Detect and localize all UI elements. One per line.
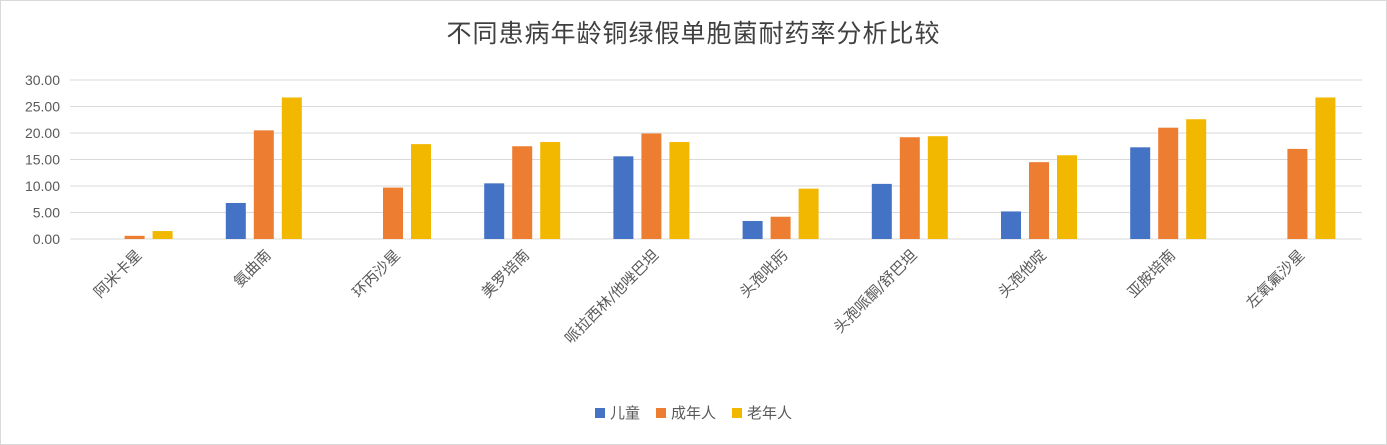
- bar: [225, 202, 246, 239]
- x-tick-label: 头孢吡肟: [736, 246, 791, 301]
- x-tick-label: 环丙沙星: [349, 246, 404, 301]
- bar: [1001, 211, 1021, 239]
- bar: [669, 142, 690, 239]
- legend-swatch: [655, 407, 666, 418]
- bar: [1158, 127, 1179, 239]
- x-axis-ticks: 阿米卡星 氨曲南 环丙沙星 美罗培南 哌拉西林/他唑巴坦 头孢吡肟 头孢哌酮/舒巴坦 头孢他啶…: [90, 246, 1308, 347]
- bar: [512, 146, 533, 239]
- bar: [383, 187, 403, 239]
- x-tick-label: 头孢他啶: [995, 246, 1050, 301]
- bar: [1057, 155, 1077, 239]
- bar: [742, 220, 763, 239]
- y-tick-label: 0.00: [33, 231, 60, 247]
- bar: [124, 235, 145, 239]
- chart-title: 不同患病年龄铜绿假单胞菌耐药率分析比较: [446, 19, 941, 48]
- bars: [124, 97, 1336, 240]
- bar: [152, 231, 173, 239]
- y-axis-ticks: 0.00 5.00 10.00 15.00 20.00 25.00 30.00: [25, 72, 60, 247]
- legend-item: 老年人: [732, 402, 792, 423]
- x-tick-label: 美罗培南: [478, 246, 533, 301]
- x-tick-label: 哌拉西林/他唑巴坦: [561, 246, 662, 347]
- bar: [281, 97, 302, 240]
- bar: [540, 142, 561, 239]
- bar: [770, 216, 791, 239]
- y-tick-label: 20.00: [25, 125, 60, 141]
- bar: [1186, 119, 1207, 239]
- bar: [1287, 148, 1308, 239]
- bar: [899, 137, 920, 239]
- x-tick-label: 左氧氟沙星: [1242, 246, 1308, 312]
- y-tick-label: 5.00: [33, 205, 60, 221]
- bar: [798, 188, 819, 239]
- legend-swatch: [732, 407, 742, 418]
- bar: [484, 183, 505, 239]
- legend-swatch: [594, 407, 605, 418]
- x-tick-label: 头孢哌酮/舒巴坦: [830, 246, 921, 337]
- x-tick-label: 亚胺培南: [1124, 246, 1179, 301]
- bar: [1029, 162, 1049, 239]
- bar: [253, 130, 274, 239]
- bar: [1130, 147, 1151, 239]
- legend-label: 成年人: [670, 404, 716, 422]
- y-tick-label: 30.00: [25, 72, 60, 88]
- legend-label: 老年人: [747, 404, 793, 422]
- y-tick-label: 10.00: [25, 178, 60, 194]
- bar: [1315, 97, 1336, 240]
- legend-item: 成年人: [655, 402, 716, 423]
- x-tick-label: 阿米卡星: [90, 246, 145, 301]
- y-tick-label: 15.00: [25, 152, 60, 168]
- y-tick-label: 25.00: [25, 99, 60, 115]
- bar: [871, 183, 892, 239]
- bar: [411, 144, 431, 239]
- legend-label: 儿童: [609, 404, 640, 422]
- legend-item: 儿童: [594, 402, 640, 423]
- bar: [927, 136, 948, 239]
- bar: [613, 156, 634, 239]
- bar: [641, 133, 662, 239]
- legend: 儿童 成年人 老年人: [0, 402, 1387, 423]
- bar-chart: 0.00 5.00 10.00 15.00 20.00 25.00 30.00 阿米卡星 氨曲…: [25, 72, 1362, 347]
- x-tick-label: 氨曲南: [230, 246, 275, 291]
